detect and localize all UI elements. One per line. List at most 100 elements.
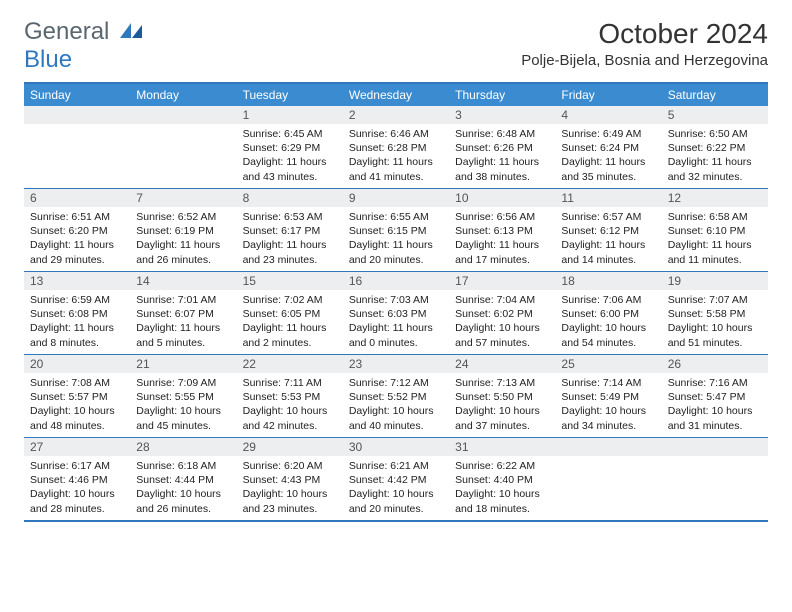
daylight-line2: and 35 minutes. <box>561 170 655 184</box>
day-number: 6 <box>24 189 130 207</box>
daylight-line2: and 43 minutes. <box>243 170 337 184</box>
sunset-text: Sunset: 6:29 PM <box>243 141 337 155</box>
daylight-line1: Daylight: 10 hours <box>455 487 549 501</box>
sunset-text: Sunset: 6:19 PM <box>136 224 230 238</box>
day-number: 30 <box>343 438 449 456</box>
week-row: 1Sunrise: 6:45 AMSunset: 6:29 PMDaylight… <box>24 106 768 188</box>
daylight-line1: Daylight: 11 hours <box>243 238 337 252</box>
sunset-text: Sunset: 6:05 PM <box>243 307 337 321</box>
sunset-text: Sunset: 6:13 PM <box>455 224 549 238</box>
day-number: 7 <box>130 189 236 207</box>
daylight-line2: and 23 minutes. <box>243 253 337 267</box>
sunrise-text: Sunrise: 7:06 AM <box>561 293 655 307</box>
day-cell: 23Sunrise: 7:12 AMSunset: 5:52 PMDayligh… <box>343 355 449 437</box>
daylight-line1: Daylight: 10 hours <box>561 321 655 335</box>
sunrise-text: Sunrise: 6:20 AM <box>243 459 337 473</box>
day-number <box>24 106 130 124</box>
weeks-container: 1Sunrise: 6:45 AMSunset: 6:29 PMDaylight… <box>24 106 768 520</box>
daylight-line1: Daylight: 10 hours <box>349 487 443 501</box>
sunset-text: Sunset: 6:07 PM <box>136 307 230 321</box>
sunset-text: Sunset: 6:03 PM <box>349 307 443 321</box>
sunset-text: Sunset: 6:22 PM <box>668 141 762 155</box>
day-cell: 9Sunrise: 6:55 AMSunset: 6:15 PMDaylight… <box>343 189 449 271</box>
day-cell: 28Sunrise: 6:18 AMSunset: 4:44 PMDayligh… <box>130 438 236 520</box>
day-number: 12 <box>662 189 768 207</box>
sunrise-text: Sunrise: 6:22 AM <box>455 459 549 473</box>
daylight-line2: and 45 minutes. <box>136 419 230 433</box>
sunrise-text: Sunrise: 7:07 AM <box>668 293 762 307</box>
daylight-line1: Daylight: 10 hours <box>455 404 549 418</box>
dayname-row: SundayMondayTuesdayWednesdayThursdayFrid… <box>24 84 768 106</box>
sunrise-text: Sunrise: 6:49 AM <box>561 127 655 141</box>
day-cell: 26Sunrise: 7:16 AMSunset: 5:47 PMDayligh… <box>662 355 768 437</box>
day-details: Sunrise: 6:46 AMSunset: 6:28 PMDaylight:… <box>343 124 449 187</box>
day-cell: 6Sunrise: 6:51 AMSunset: 6:20 PMDaylight… <box>24 189 130 271</box>
month-title: October 2024 <box>521 18 768 50</box>
day-details: Sunrise: 6:21 AMSunset: 4:42 PMDaylight:… <box>343 456 449 519</box>
sunset-text: Sunset: 6:26 PM <box>455 141 549 155</box>
daylight-line2: and 31 minutes. <box>668 419 762 433</box>
sunrise-text: Sunrise: 6:45 AM <box>243 127 337 141</box>
sunrise-text: Sunrise: 7:12 AM <box>349 376 443 390</box>
day-number: 15 <box>237 272 343 290</box>
sunset-text: Sunset: 6:24 PM <box>561 141 655 155</box>
sunrise-text: Sunrise: 6:50 AM <box>668 127 762 141</box>
dayname-saturday: Saturday <box>662 84 768 106</box>
day-details: Sunrise: 6:55 AMSunset: 6:15 PMDaylight:… <box>343 207 449 270</box>
day-cell: 11Sunrise: 6:57 AMSunset: 6:12 PMDayligh… <box>555 189 661 271</box>
daylight-line2: and 48 minutes. <box>30 419 124 433</box>
daylight-line2: and 8 minutes. <box>30 336 124 350</box>
day-cell: 10Sunrise: 6:56 AMSunset: 6:13 PMDayligh… <box>449 189 555 271</box>
day-number: 3 <box>449 106 555 124</box>
daylight-line2: and 20 minutes. <box>349 502 443 516</box>
day-number: 26 <box>662 355 768 373</box>
day-cell: 2Sunrise: 6:46 AMSunset: 6:28 PMDaylight… <box>343 106 449 188</box>
day-cell: 1Sunrise: 6:45 AMSunset: 6:29 PMDaylight… <box>237 106 343 188</box>
day-number: 14 <box>130 272 236 290</box>
week-row: 13Sunrise: 6:59 AMSunset: 6:08 PMDayligh… <box>24 271 768 354</box>
sunrise-text: Sunrise: 6:18 AM <box>136 459 230 473</box>
empty-cell <box>662 438 768 520</box>
daylight-line1: Daylight: 11 hours <box>349 155 443 169</box>
daylight-line2: and 28 minutes. <box>30 502 124 516</box>
day-number <box>130 106 236 124</box>
sunset-text: Sunset: 4:43 PM <box>243 473 337 487</box>
day-number: 22 <box>237 355 343 373</box>
logo: General Blue <box>24 18 142 74</box>
sunset-text: Sunset: 6:12 PM <box>561 224 655 238</box>
day-cell: 30Sunrise: 6:21 AMSunset: 4:42 PMDayligh… <box>343 438 449 520</box>
daylight-line1: Daylight: 10 hours <box>561 404 655 418</box>
day-number: 23 <box>343 355 449 373</box>
day-number <box>555 438 661 456</box>
sunset-text: Sunset: 5:50 PM <box>455 390 549 404</box>
location-text: Polje-Bijela, Bosnia and Herzegovina <box>521 52 768 69</box>
day-details: Sunrise: 7:04 AMSunset: 6:02 PMDaylight:… <box>449 290 555 353</box>
day-cell: 12Sunrise: 6:58 AMSunset: 6:10 PMDayligh… <box>662 189 768 271</box>
sunrise-text: Sunrise: 7:09 AM <box>136 376 230 390</box>
day-details: Sunrise: 7:13 AMSunset: 5:50 PMDaylight:… <box>449 373 555 436</box>
daylight-line2: and 38 minutes. <box>455 170 549 184</box>
daylight-line1: Daylight: 11 hours <box>136 238 230 252</box>
day-number: 10 <box>449 189 555 207</box>
sunrise-text: Sunrise: 7:16 AM <box>668 376 762 390</box>
daylight-line2: and 2 minutes. <box>243 336 337 350</box>
empty-cell <box>24 106 130 188</box>
sunset-text: Sunset: 6:10 PM <box>668 224 762 238</box>
sunset-text: Sunset: 4:44 PM <box>136 473 230 487</box>
sunrise-text: Sunrise: 6:53 AM <box>243 210 337 224</box>
day-details: Sunrise: 6:51 AMSunset: 6:20 PMDaylight:… <box>24 207 130 270</box>
sunrise-text: Sunrise: 6:46 AM <box>349 127 443 141</box>
day-cell: 8Sunrise: 6:53 AMSunset: 6:17 PMDaylight… <box>237 189 343 271</box>
sunrise-text: Sunrise: 6:57 AM <box>561 210 655 224</box>
day-cell: 18Sunrise: 7:06 AMSunset: 6:00 PMDayligh… <box>555 272 661 354</box>
daylight-line1: Daylight: 11 hours <box>455 155 549 169</box>
sunrise-text: Sunrise: 6:56 AM <box>455 210 549 224</box>
sunset-text: Sunset: 5:47 PM <box>668 390 762 404</box>
day-details: Sunrise: 7:03 AMSunset: 6:03 PMDaylight:… <box>343 290 449 353</box>
dayname-thursday: Thursday <box>449 84 555 106</box>
day-number: 16 <box>343 272 449 290</box>
sunrise-text: Sunrise: 7:14 AM <box>561 376 655 390</box>
daylight-line2: and 29 minutes. <box>30 253 124 267</box>
sunrise-text: Sunrise: 6:59 AM <box>30 293 124 307</box>
daylight-line2: and 20 minutes. <box>349 253 443 267</box>
